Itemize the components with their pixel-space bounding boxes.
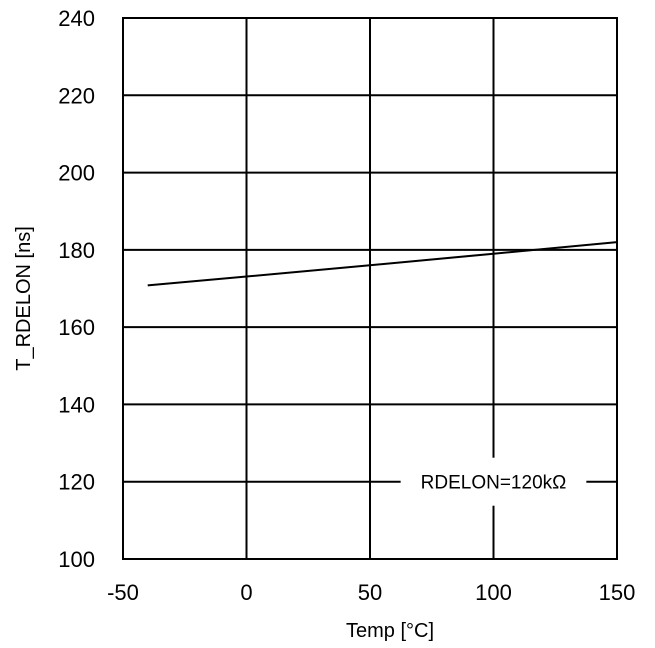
- y-tick-label: 120: [58, 470, 95, 495]
- y-tick-label: 140: [58, 392, 95, 417]
- x-tick-labels: -50 0 50 100 150: [107, 580, 635, 605]
- x-tick-label: 0: [240, 580, 252, 605]
- x-tick-label: -50: [107, 580, 139, 605]
- x-tick-label: 50: [358, 580, 382, 605]
- annotation-label: RDELON=120kΩ: [421, 473, 567, 494]
- series-line: [147, 241, 618, 287]
- annotation-background: [400, 457, 587, 506]
- x-axis-label: Temp [°C]: [346, 620, 434, 642]
- annotation-group: RDELON=120kΩ: [400, 457, 587, 506]
- y-tick-label: 160: [58, 315, 95, 340]
- y-tick-label: 100: [58, 547, 95, 572]
- y-tick-label: 200: [58, 161, 95, 186]
- x-tick-label: 150: [599, 580, 636, 605]
- y-tick-label: 220: [58, 83, 95, 108]
- x-tick-label: 100: [475, 580, 512, 605]
- y-axis-label: T_RDELON [ns]: [13, 226, 35, 370]
- y-tick-labels: 100 120 140 160 180 200 220 240: [58, 6, 95, 572]
- plot-frame: [122, 17, 618, 560]
- y-tick-label: 180: [58, 238, 95, 263]
- y-tick-label: 240: [58, 6, 95, 31]
- series-lines: [147, 241, 618, 287]
